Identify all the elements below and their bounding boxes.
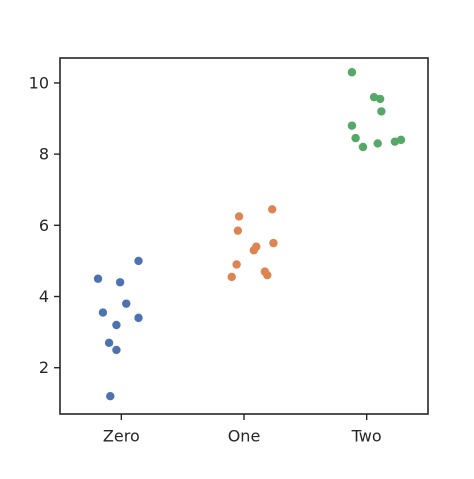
x-tick-label: Two [351, 427, 382, 446]
y-tick-label: 8 [39, 145, 49, 164]
x-tick-label: One [228, 427, 261, 446]
data-point-one [269, 238, 278, 248]
data-point-zero [112, 345, 121, 355]
data-point-zero [122, 299, 131, 308]
data-point-two [390, 137, 400, 146]
data-point-one [268, 205, 277, 214]
data-point-two [377, 107, 386, 116]
data-point-one [227, 272, 236, 282]
data-point-one [249, 246, 259, 255]
y-tick-label: 10 [29, 73, 49, 92]
data-point-one [232, 260, 241, 269]
data-point-zero [134, 313, 143, 323]
data-point-zero [134, 256, 143, 266]
data-points [93, 68, 406, 401]
y-tick-label: 4 [39, 287, 49, 306]
data-point-two [358, 142, 368, 152]
data-point-two [373, 139, 382, 148]
data-point-two [347, 121, 357, 130]
data-point-zero [112, 320, 121, 330]
data-point-zero [106, 392, 115, 401]
data-point-zero [93, 274, 103, 283]
data-point-two [347, 68, 357, 77]
data-point-zero [115, 278, 125, 287]
data-point-zero [104, 338, 114, 347]
y-tick-label: 6 [39, 216, 49, 235]
data-point-one [234, 212, 244, 221]
data-point-zero [98, 308, 108, 317]
axes: 2 4 6 8 10 Zero One Two [29, 73, 382, 445]
data-point-two [351, 133, 360, 143]
y-tick-label: 2 [39, 358, 49, 377]
data-point-two [375, 94, 385, 104]
data-point-one [263, 270, 272, 280]
data-point-one [233, 226, 243, 235]
x-tick-label: Zero [103, 427, 140, 446]
plot-frame [59, 57, 429, 415]
